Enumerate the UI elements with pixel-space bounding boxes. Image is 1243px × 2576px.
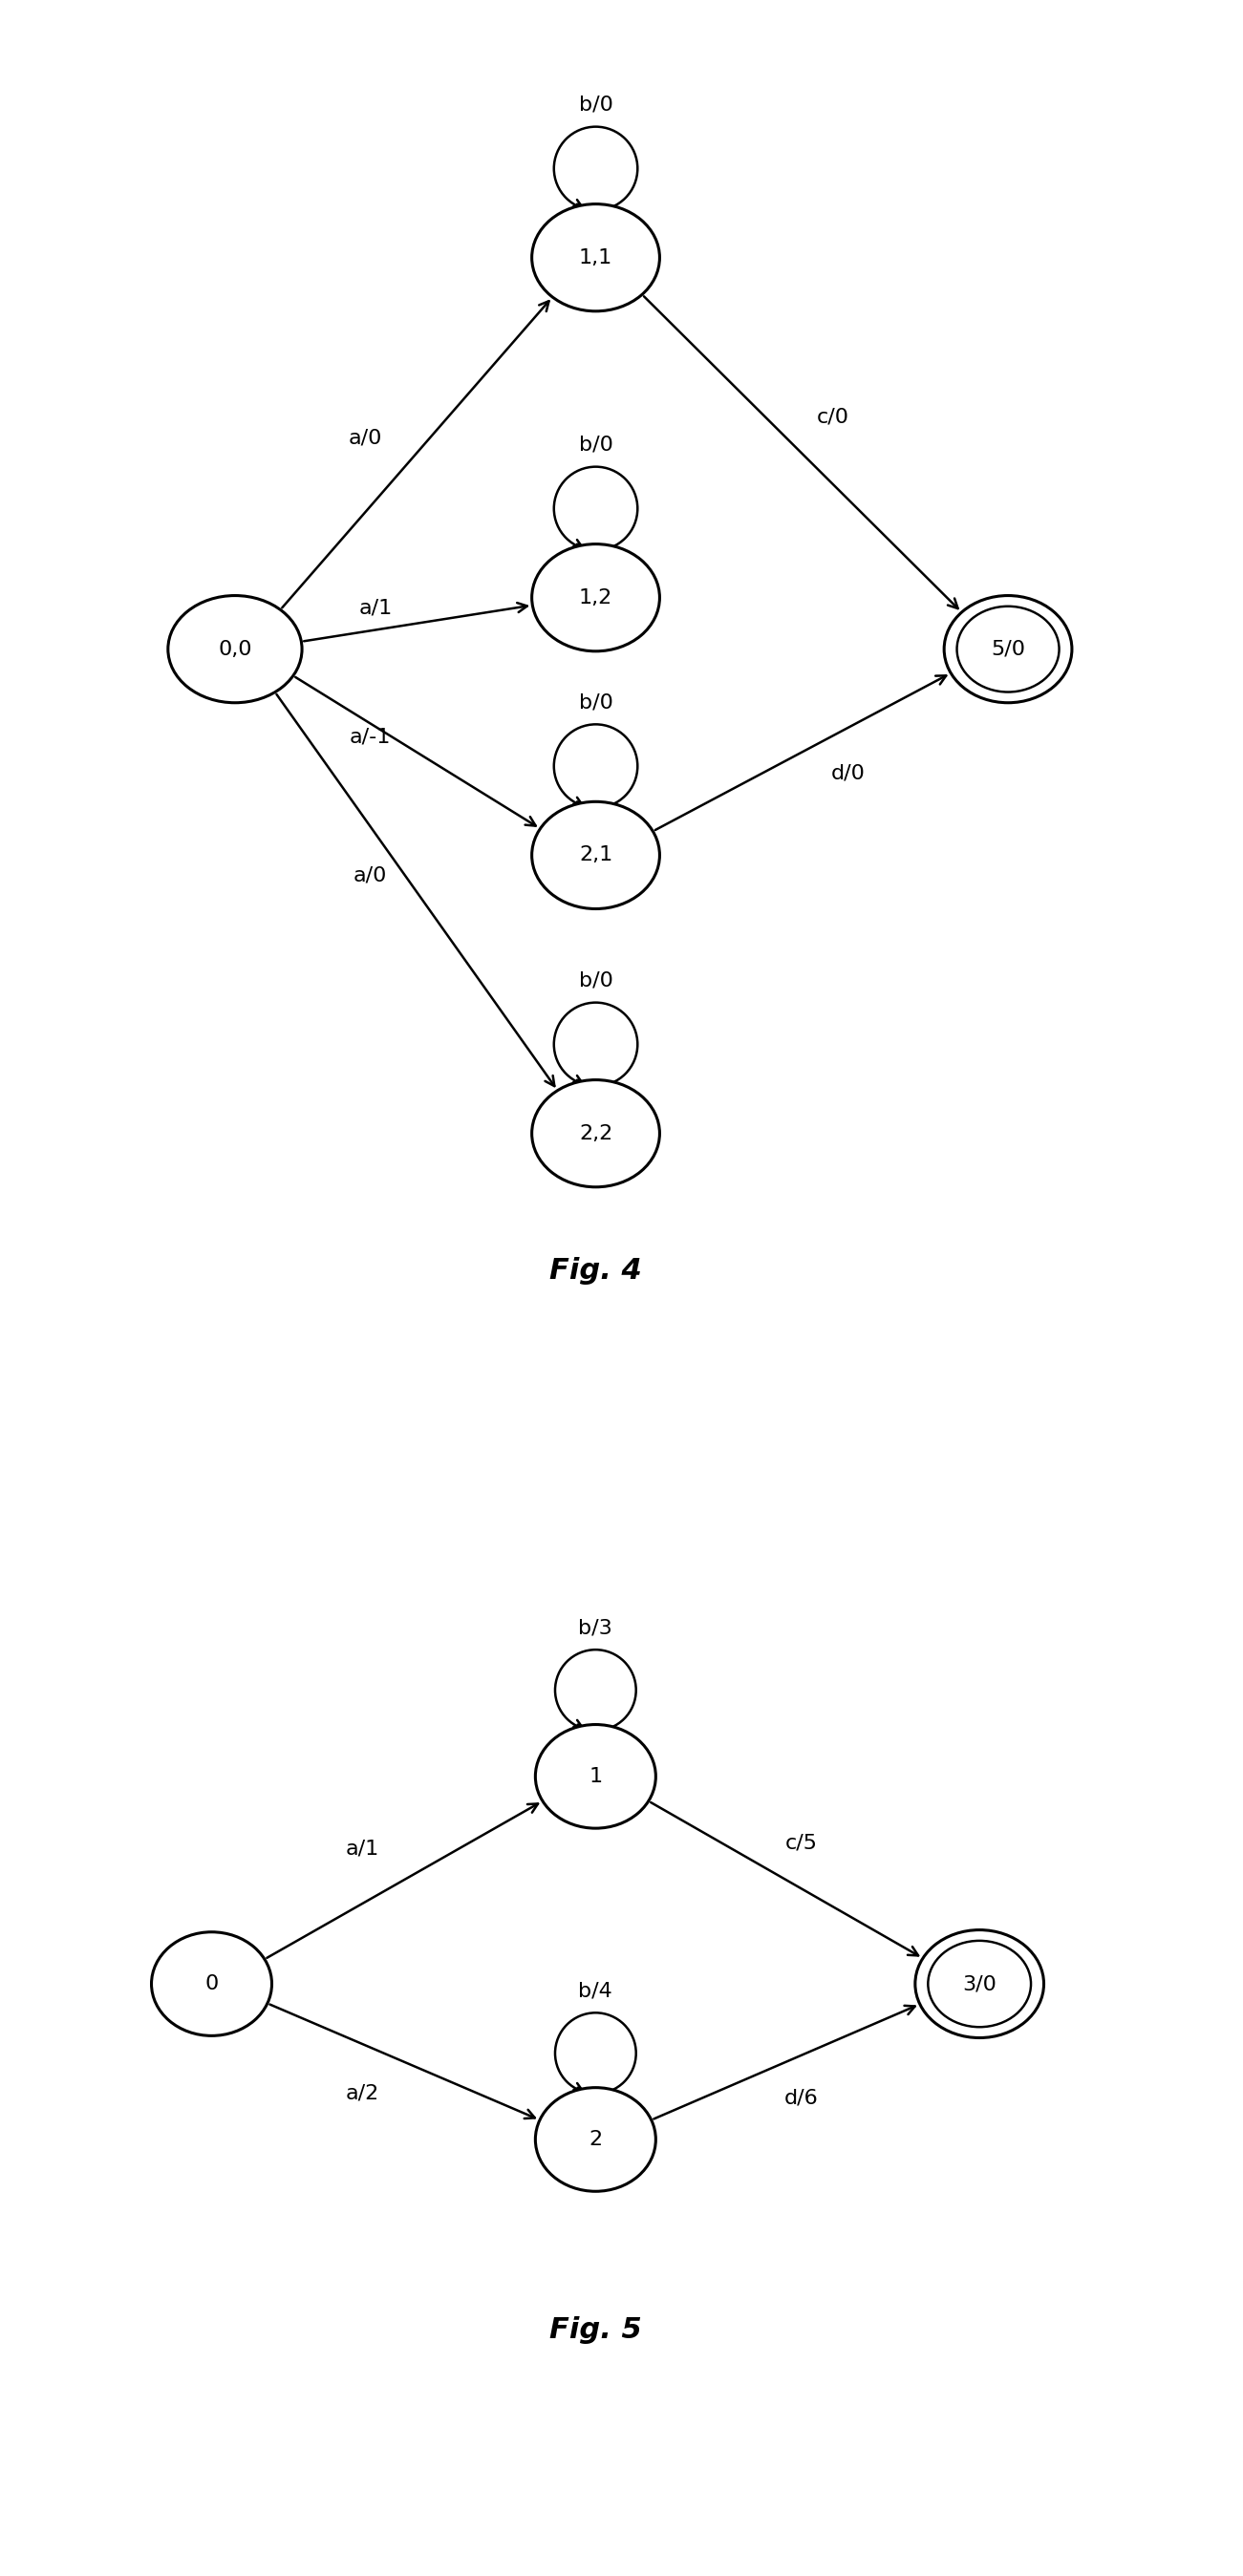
Text: a/1: a/1 (359, 598, 393, 618)
Ellipse shape (152, 1932, 272, 2035)
Text: Fig. 5: Fig. 5 (549, 2316, 641, 2344)
Text: 2,1: 2,1 (579, 845, 613, 866)
Ellipse shape (915, 1929, 1044, 2038)
Text: a/0: a/0 (353, 866, 387, 886)
Text: a/2: a/2 (346, 2084, 379, 2102)
Text: 2: 2 (589, 2130, 603, 2148)
Text: d/0: d/0 (832, 762, 865, 783)
Text: b/4: b/4 (578, 1981, 613, 2002)
Text: c/0: c/0 (817, 407, 849, 428)
Text: b/3: b/3 (578, 1618, 613, 1638)
Text: 0: 0 (205, 1973, 219, 1994)
Ellipse shape (532, 204, 660, 312)
Text: Fig. 4: Fig. 4 (549, 1257, 641, 1285)
Ellipse shape (168, 595, 302, 703)
Text: b/0: b/0 (578, 971, 613, 989)
Ellipse shape (532, 544, 660, 652)
Text: 1,1: 1,1 (579, 247, 613, 268)
Text: b/0: b/0 (578, 435, 613, 453)
Ellipse shape (945, 595, 1071, 703)
Text: 0,0: 0,0 (218, 639, 252, 659)
Text: 3/0: 3/0 (962, 1973, 997, 1994)
Text: a/1: a/1 (346, 1839, 379, 1857)
Ellipse shape (532, 801, 660, 909)
Ellipse shape (532, 1079, 660, 1188)
Text: 2,2: 2,2 (579, 1123, 613, 1144)
Text: 1: 1 (589, 1767, 603, 1785)
Ellipse shape (536, 2087, 656, 2192)
Ellipse shape (536, 1723, 656, 1829)
Text: b/0: b/0 (578, 693, 613, 711)
Text: 1,2: 1,2 (579, 587, 613, 608)
Text: a/-1: a/-1 (349, 726, 392, 747)
Text: 5/0: 5/0 (991, 639, 1025, 659)
Text: d/6: d/6 (784, 2089, 818, 2107)
Text: b/0: b/0 (578, 95, 613, 113)
Text: a/0: a/0 (348, 428, 382, 448)
Text: c/5: c/5 (786, 1834, 818, 1852)
